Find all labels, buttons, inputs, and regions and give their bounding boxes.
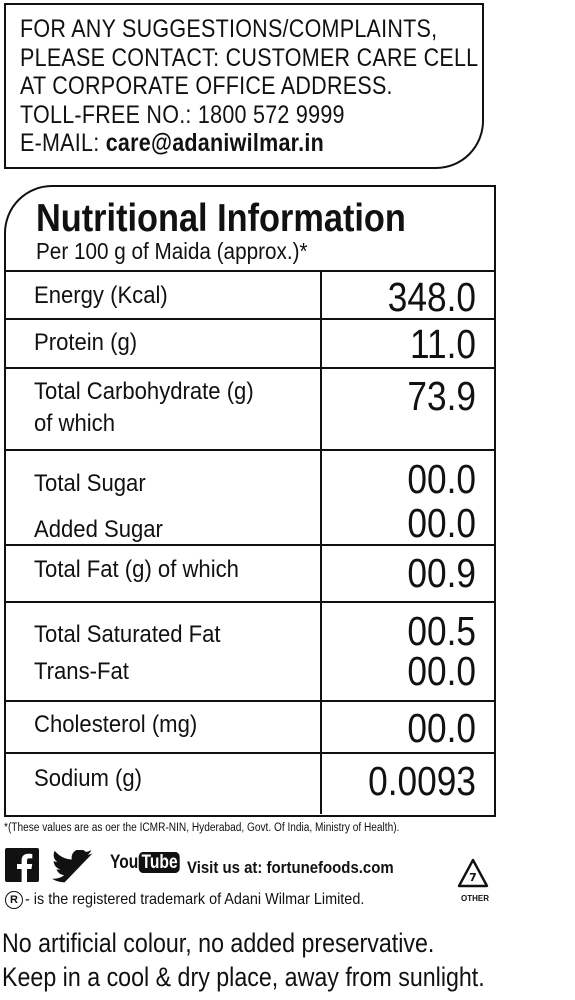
visit-website-text[interactable]: Visit us at: fortunefoods.com [187, 858, 394, 877]
footnote: *(These values are as oer the ICMR-NIN, … [4, 822, 400, 834]
nutrient-row: Protein (g) 11.0 [6, 320, 494, 369]
nutrient-value-cell: 00.5 00.0 [322, 603, 494, 700]
nutrient-value: 348.0 [387, 274, 476, 320]
nutrient-label: Added Sugar [34, 516, 163, 543]
youtube-tube-text: Tube [139, 852, 181, 873]
recycle-label: OTHER [461, 894, 489, 903]
note-line-2: Keep in a cool & dry place, away from su… [2, 962, 485, 992]
nutrient-label-cell: Cholesterol (mg) [6, 702, 322, 752]
contact-box: FOR ANY SUGGESTIONS/COMPLAINTS, PLEASE C… [4, 3, 484, 169]
nutrient-value: 0.0093 [368, 758, 476, 804]
nutrient-label-cell: Total Sugar Added Sugar [6, 451, 322, 544]
nutrient-label: Energy (Kcal) [34, 282, 168, 309]
nutrient-value-cell: 00.0 [322, 702, 494, 752]
nutrient-label-cell: Total Carbohydrate (g) of which [6, 369, 322, 449]
twitter-icon[interactable] [50, 850, 102, 884]
contact-line-2: PLEASE CONTACT: CUSTOMER CARE CELL [20, 43, 479, 72]
youtube-you-text: You [110, 852, 139, 873]
nutrient-row: Sodium (g) 0.0093 [6, 754, 494, 814]
nutrition-table: Energy (Kcal) 348.0 Protein (g) 11.0 Tot… [6, 270, 494, 814]
nutrient-label: Total Fat (g) of which [34, 556, 239, 583]
email-line: E-MAIL: care@adaniwilmar.in [20, 129, 410, 158]
nutrient-row: Energy (Kcal) 348.0 [6, 272, 494, 320]
nutrient-label-cell: Total Saturated Fat Trans-Fat [6, 603, 322, 700]
contact-line-1: FOR ANY SUGGESTIONS/COMPLAINTS, [20, 15, 438, 43]
email-address[interactable]: care@adaniwilmar.in [105, 129, 324, 157]
contact-line-3: AT CORPORATE OFFICE ADDRESS. [20, 72, 393, 100]
nutrient-label: Total Carbohydrate (g) [34, 378, 254, 405]
tollfree-label: TOLL-FREE NO.: [20, 100, 192, 129]
nutrient-value: 00.0 [407, 456, 476, 502]
nutrient-value-cell: 348.0 [322, 272, 494, 318]
nutrient-label-cell: Sodium (g) [6, 754, 322, 814]
nutrient-label: Sodium (g) [34, 765, 142, 792]
nutrient-row: Total Saturated Fat Trans-Fat 00.5 00.0 [6, 603, 494, 702]
nutrition-panel: Nutritional Information Per 100 g of Mai… [4, 185, 496, 817]
nutrient-row: Cholesterol (mg) 00.0 [6, 702, 494, 754]
nutrient-label: Trans-Fat [34, 658, 129, 685]
nutrition-subtitle: Per 100 g of Maida (approx.)* [36, 238, 308, 264]
youtube-icon[interactable]: You Tube [110, 852, 181, 874]
recycle-icon: 7 [457, 858, 489, 888]
nutrient-value: 00.9 [407, 550, 476, 596]
note-line-1: No artificial colour, no added preservat… [2, 928, 435, 958]
recycle-number: 7 [469, 871, 477, 884]
nutrition-title: Nutritional Information [36, 197, 406, 240]
nutrient-value: 00.0 [407, 705, 476, 751]
nutrient-value-cell: 00.0 00.0 [322, 451, 494, 546]
nutrient-value: 00.0 [407, 500, 476, 546]
registered-mark-icon: R [5, 891, 23, 909]
nutrient-label-cell: Total Fat (g) of which [6, 546, 322, 601]
nutrient-row: Total Fat (g) of which 00.9 [6, 546, 494, 603]
nutrient-value: 00.0 [407, 648, 476, 694]
nutrient-row: Total Sugar Added Sugar 00.0 00.0 [6, 451, 494, 546]
nutrient-label: Protein (g) [34, 329, 138, 356]
facebook-icon[interactable] [5, 848, 39, 882]
trademark-text: - is the registered trademark of Adani W… [25, 891, 365, 908]
tollfree-line: TOLL-FREE NO.: 1800 572 9999 [20, 101, 410, 130]
nutrient-label: Total Saturated Fat [34, 621, 221, 648]
nutrient-sublabel: of which [34, 410, 116, 437]
nutrient-value-cell: 11.0 [322, 320, 494, 367]
nutrient-value: 73.9 [407, 373, 476, 419]
tollfree-number: 1800 572 9999 [197, 100, 345, 129]
nutrient-row: Total Carbohydrate (g) of which 73.9 [6, 369, 494, 451]
nutrient-label: Total Sugar [34, 470, 146, 497]
nutrient-label: Cholesterol (mg) [34, 711, 198, 738]
nutrient-value-cell: 00.9 [322, 546, 494, 601]
nutrient-value: 00.5 [407, 608, 476, 654]
nutrient-label-cell: Energy (Kcal) [6, 272, 322, 318]
nutrient-label-cell: Protein (g) [6, 320, 322, 367]
nutrient-value-cell: 73.9 [322, 369, 494, 449]
nutrient-value-cell: 0.0093 [322, 754, 494, 814]
nutrient-value: 11.0 [409, 321, 476, 367]
email-label: E-MAIL: [20, 129, 100, 157]
